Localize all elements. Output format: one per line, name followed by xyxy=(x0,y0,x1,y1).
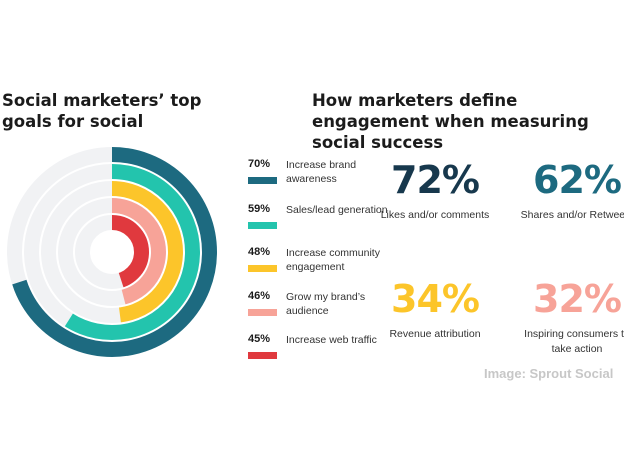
stat-value: 34% xyxy=(391,277,480,321)
right-title: How marketers define engagement when mea… xyxy=(312,91,589,152)
legend-percent: 45% xyxy=(248,333,271,345)
legend-label: Increase brand awareness xyxy=(286,159,357,185)
legend-label: Increase community engagement xyxy=(286,247,380,273)
ring-separator xyxy=(5,145,219,359)
ring-arc xyxy=(112,197,167,306)
stat-label: Shares and/or Retweets xyxy=(520,209,624,221)
ring-separator xyxy=(22,162,202,342)
stat-label: Likes and/or comments xyxy=(380,209,490,221)
legend-swatch xyxy=(248,265,277,272)
legend-percent: 48% xyxy=(248,246,271,258)
ring-separator xyxy=(90,230,134,274)
legend-swatch xyxy=(248,177,277,184)
legend-label: Increase web traffic xyxy=(286,334,377,346)
legend-swatch xyxy=(248,222,277,229)
stat-card: 62% Shares and/or Retweets xyxy=(497,158,624,223)
stat-value: 72% xyxy=(391,158,480,202)
radial-bar-chart xyxy=(5,145,219,359)
legend-percent: 70% xyxy=(248,158,271,170)
legend-swatch xyxy=(248,352,277,359)
legend-percent: 59% xyxy=(248,203,271,215)
stat-card: 32% Inspiring consumers to take action xyxy=(497,277,624,357)
legend-label: Grow my brand’s audience xyxy=(286,291,366,317)
legend-swatch xyxy=(248,309,277,316)
ring-separator xyxy=(39,179,185,325)
ring-separator xyxy=(73,213,151,291)
legend-label: Sales/lead generation xyxy=(286,204,388,216)
ring-arc xyxy=(112,180,184,324)
stat-value: 32% xyxy=(533,277,622,321)
image-credit: Image: Sprout Social xyxy=(484,366,614,381)
ring-arc xyxy=(64,163,202,341)
left-title: Social marketers’ top goals for social xyxy=(2,91,202,131)
ring-separator xyxy=(56,196,168,308)
chart-center xyxy=(92,232,132,272)
stat-card: 34% Revenue attribution xyxy=(355,277,515,342)
stat-label: Revenue attribution xyxy=(389,328,481,340)
legend-percent: 46% xyxy=(248,290,271,302)
stat-value: 62% xyxy=(533,158,622,202)
stat-card: 72% Likes and/or comments xyxy=(355,158,515,223)
stat-label: Inspiring consumers to take action xyxy=(524,328,624,355)
